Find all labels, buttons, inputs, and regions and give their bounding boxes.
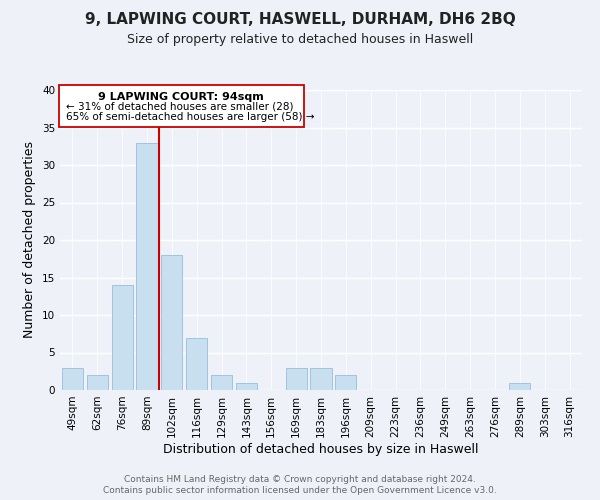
Bar bbox=[161, 255, 182, 390]
Bar bbox=[310, 368, 332, 390]
Text: Contains HM Land Registry data © Crown copyright and database right 2024.: Contains HM Land Registry data © Crown c… bbox=[124, 475, 476, 484]
Bar bbox=[136, 142, 158, 390]
Text: 9 LAPWING COURT: 94sqm: 9 LAPWING COURT: 94sqm bbox=[98, 92, 264, 102]
Bar bbox=[335, 375, 356, 390]
Bar bbox=[236, 382, 257, 390]
Bar bbox=[211, 375, 232, 390]
Text: Contains public sector information licensed under the Open Government Licence v3: Contains public sector information licen… bbox=[103, 486, 497, 495]
FancyBboxPatch shape bbox=[59, 84, 304, 128]
Bar bbox=[62, 368, 83, 390]
Bar bbox=[87, 375, 108, 390]
X-axis label: Distribution of detached houses by size in Haswell: Distribution of detached houses by size … bbox=[163, 442, 479, 456]
Text: 65% of semi-detached houses are larger (58) →: 65% of semi-detached houses are larger (… bbox=[66, 112, 315, 122]
Y-axis label: Number of detached properties: Number of detached properties bbox=[23, 142, 37, 338]
Bar bbox=[509, 382, 530, 390]
Text: 9, LAPWING COURT, HASWELL, DURHAM, DH6 2BQ: 9, LAPWING COURT, HASWELL, DURHAM, DH6 2… bbox=[85, 12, 515, 28]
Bar bbox=[286, 368, 307, 390]
Bar bbox=[186, 338, 207, 390]
Text: Size of property relative to detached houses in Haswell: Size of property relative to detached ho… bbox=[127, 32, 473, 46]
Text: ← 31% of detached houses are smaller (28): ← 31% of detached houses are smaller (28… bbox=[66, 101, 294, 112]
Bar bbox=[112, 285, 133, 390]
